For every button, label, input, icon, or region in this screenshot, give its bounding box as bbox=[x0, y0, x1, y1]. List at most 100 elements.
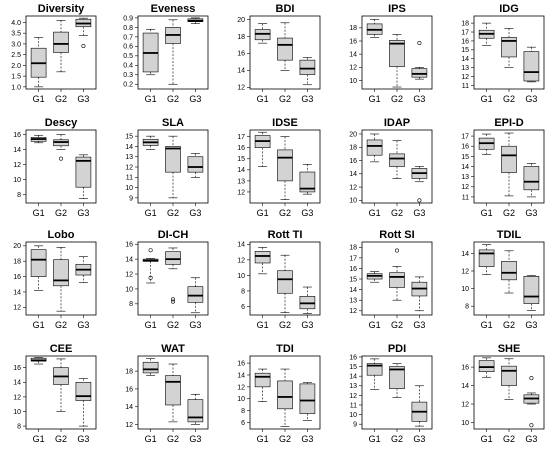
y-tick-label: 10 bbox=[461, 286, 469, 293]
x-tick-label: G1 bbox=[257, 208, 269, 218]
y-tick-label: 10 bbox=[125, 286, 133, 293]
iqr-box bbox=[501, 145, 517, 173]
y-tick-label: 18 bbox=[349, 245, 357, 252]
y-tick-label: 16 bbox=[13, 132, 21, 139]
x-tick-label: G3 bbox=[189, 94, 201, 104]
box-g3 bbox=[299, 163, 316, 195]
box-g3 bbox=[299, 57, 316, 86]
y-tick-label: 10 bbox=[349, 412, 357, 419]
x-tick-label: G2 bbox=[503, 434, 515, 444]
x-tick-label: G2 bbox=[55, 94, 67, 104]
box-g1 bbox=[254, 247, 271, 275]
y-tick-label: 0.9 bbox=[123, 15, 133, 22]
x-tick-label: G2 bbox=[391, 208, 403, 218]
x-tick-label: G3 bbox=[413, 94, 425, 104]
x-tick-label: G1 bbox=[369, 320, 381, 330]
y-tick-label: 2.5 bbox=[11, 52, 21, 59]
panel-di-ch: DI-CH 8 10 12 14 16 G1 G2 G3 bbox=[125, 229, 209, 330]
x-tick-label: G3 bbox=[301, 320, 313, 330]
y-tick-label: 12 bbox=[13, 162, 21, 169]
y-tick-label: 15 bbox=[125, 134, 133, 141]
y-tick-label: 18 bbox=[237, 34, 245, 41]
x-tick-label: G2 bbox=[279, 320, 291, 330]
panel-she: SHE 10 12 14 16 G1 G2 G3 bbox=[461, 343, 545, 444]
y-tick-label: 18 bbox=[349, 145, 357, 152]
x-tick-label: G2 bbox=[55, 320, 67, 330]
panel-title: Rott SI bbox=[379, 229, 414, 241]
x-tick-label: G3 bbox=[189, 434, 201, 444]
x-tick-label: G1 bbox=[481, 320, 493, 330]
y-tick-label: 8 bbox=[17, 192, 21, 199]
y-tick-label: 14 bbox=[237, 242, 245, 249]
y-tick-label: 12 bbox=[125, 422, 133, 429]
x-tick-label: G3 bbox=[77, 434, 89, 444]
box-g2 bbox=[53, 19, 69, 73]
y-tick-label: 12 bbox=[237, 85, 245, 92]
x-tick-label: G3 bbox=[525, 320, 537, 330]
x-tick-label: G2 bbox=[391, 94, 403, 104]
y-tick-label: 13 bbox=[349, 298, 357, 305]
box-g1 bbox=[366, 271, 383, 283]
iqr-box bbox=[501, 37, 517, 58]
panel-title: IDG bbox=[499, 3, 519, 15]
y-tick-label: 8 bbox=[241, 408, 245, 415]
x-tick-label: G1 bbox=[33, 320, 45, 330]
outlier-point bbox=[529, 423, 534, 428]
x-tick-label: G1 bbox=[257, 434, 269, 444]
x-tick-label: G1 bbox=[481, 208, 493, 218]
outlier-point bbox=[417, 40, 422, 45]
x-tick-label: G1 bbox=[145, 94, 157, 104]
box-g3 bbox=[523, 275, 540, 311]
box-g3 bbox=[411, 166, 428, 203]
y-tick-label: 16 bbox=[349, 158, 357, 165]
y-tick-label: 11 bbox=[126, 175, 133, 182]
box-g1 bbox=[30, 357, 47, 365]
box-g2 bbox=[389, 248, 405, 301]
box-g3 bbox=[187, 17, 204, 24]
y-tick-label: 16 bbox=[13, 274, 21, 281]
box-g3 bbox=[523, 163, 540, 198]
y-tick-label: 12 bbox=[349, 393, 357, 400]
box-g3 bbox=[75, 378, 92, 427]
box-g1 bbox=[142, 28, 159, 76]
box-g2 bbox=[165, 135, 181, 199]
panel-title: EPI-D bbox=[494, 117, 523, 129]
box-g3 bbox=[75, 154, 92, 199]
y-tick-label: 14 bbox=[125, 257, 133, 264]
iqr-box bbox=[53, 31, 69, 53]
outlier-point bbox=[148, 248, 153, 253]
box-g1 bbox=[478, 133, 495, 155]
y-tick-label: 12 bbox=[125, 164, 133, 171]
x-tick-label: G2 bbox=[391, 434, 403, 444]
box-g2 bbox=[501, 28, 517, 68]
y-tick-label: 10 bbox=[349, 78, 357, 85]
x-tick-label: G1 bbox=[33, 94, 45, 104]
box-g3 bbox=[411, 276, 428, 312]
x-tick-label: G3 bbox=[77, 94, 89, 104]
box-g1 bbox=[142, 248, 159, 284]
iqr-box bbox=[501, 365, 517, 386]
y-tick-label: 0.6 bbox=[123, 44, 133, 51]
panel-title: DI-CH bbox=[158, 229, 189, 241]
y-tick-label: 10 bbox=[237, 273, 245, 280]
x-tick-label: G3 bbox=[525, 94, 537, 104]
panel-sla: SLA 9 10 11 12 13 14 15 G1 G2 G3 bbox=[125, 117, 209, 218]
y-tick-label: 16 bbox=[349, 38, 357, 45]
box-g2 bbox=[389, 34, 405, 88]
box-g1 bbox=[254, 23, 271, 44]
y-tick-label: 16 bbox=[461, 364, 469, 371]
panel-idse: IDSE 12 13 14 15 16 17 G1 G2 G3 bbox=[237, 117, 321, 218]
y-tick-label: 14 bbox=[349, 287, 357, 294]
y-tick-label: 12 bbox=[349, 184, 357, 191]
iqr-box bbox=[299, 383, 316, 414]
y-tick-label: 15 bbox=[237, 156, 245, 163]
panel-pdi: PDI 9 10 11 12 13 14 15 16 G1 G2 G3 bbox=[349, 343, 433, 444]
panel-tdi: TDI 6 8 10 12 14 16 G1 G2 G3 bbox=[237, 343, 321, 444]
panel-bdi: BDI 12 14 16 18 20 G1 G2 G3 bbox=[237, 3, 321, 104]
x-tick-label: G1 bbox=[257, 94, 269, 104]
y-tick-label: 12 bbox=[349, 308, 357, 315]
x-tick-label: G2 bbox=[279, 208, 291, 218]
box-g1 bbox=[366, 133, 383, 163]
